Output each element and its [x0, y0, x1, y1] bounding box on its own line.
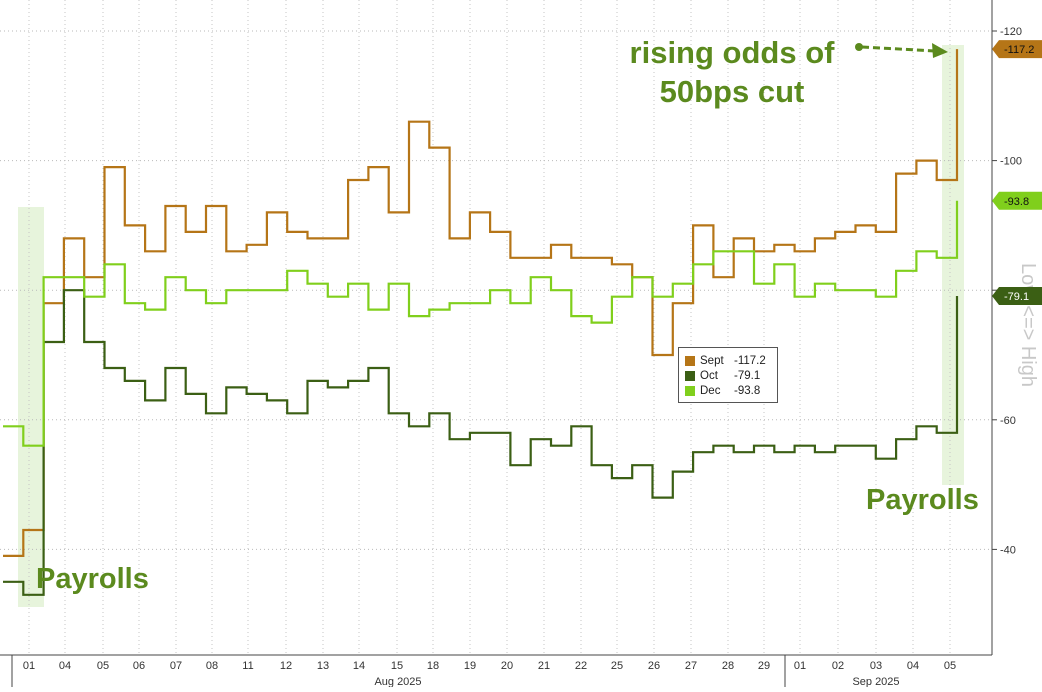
annotation-payrolls-sep: Payrolls	[866, 484, 979, 516]
annotation-50bps-cut: 50bps cut	[660, 74, 805, 109]
legend-swatch-sept	[685, 355, 695, 366]
last-value-tag-sept: -117.2	[992, 40, 1042, 59]
x-tick-label: 02	[832, 660, 844, 672]
y-axis-title: Low <=> High	[1017, 263, 1039, 387]
x-month-label-aug: Aug 2025	[374, 676, 421, 687]
series-line-oct	[3, 289, 959, 596]
legend-name-oct: Oct	[700, 369, 718, 382]
arrow-head	[932, 43, 948, 58]
x-tick-label: 04	[907, 660, 919, 672]
y-tick-label: -40	[1000, 544, 1016, 556]
arrow-start-dot	[855, 43, 863, 51]
x-tick-label: 13	[317, 660, 329, 672]
x-tick-label: 19	[464, 660, 476, 672]
x-tick-label: 08	[206, 660, 218, 672]
x-tick-label: 20	[501, 660, 513, 672]
x-tick-label: 14	[353, 660, 365, 672]
last-value-tag-bg	[992, 191, 1042, 210]
x-tick-label: 01	[23, 660, 35, 672]
legend-swatch-oct	[685, 370, 695, 381]
payrolls-band-sep	[942, 45, 964, 485]
annotation-payrolls-aug: Payrolls	[36, 563, 149, 595]
x-tick-label: 11	[242, 660, 253, 672]
legend-value-sept: -117.2	[734, 354, 766, 367]
x-tick-label: 07	[170, 660, 182, 672]
last-value-tag-bg	[992, 40, 1042, 59]
legend-entry-sept: Sept -117.2	[685, 353, 771, 368]
y-tick-label: -100	[1000, 156, 1022, 168]
legend-name-sept: Sept	[700, 354, 724, 367]
x-tick-label: 25	[611, 660, 623, 672]
x-tick-label: 05	[944, 660, 956, 672]
last-value-tag-dec: -93.8	[992, 191, 1042, 210]
annotation-rising-odds: rising odds of	[630, 35, 836, 70]
y-tick-label: -120	[1000, 26, 1022, 38]
last-value-tag-text: -93.8	[1004, 196, 1029, 208]
x-month-label-sep: Sep 2025	[852, 676, 899, 687]
series-line-sept	[3, 49, 959, 557]
payrolls-band-aug	[18, 207, 44, 607]
legend-value-oct: -79.1	[734, 369, 761, 382]
x-tick-label: 05	[97, 660, 109, 672]
series-line-dec	[3, 200, 959, 447]
legend-name-dec: Dec	[700, 384, 721, 397]
legend-entry-oct: Oct -79.1	[685, 368, 771, 383]
x-tick-label: 26	[648, 660, 660, 672]
x-tick-label: 01	[794, 660, 806, 672]
x-tick-label: 12	[280, 660, 292, 672]
last-value-tag-bg	[992, 287, 1042, 306]
x-tick-label: 06	[133, 660, 145, 672]
x-tick-label: 04	[59, 660, 71, 672]
x-tick-label: 29	[758, 660, 770, 672]
legend-swatch-dec	[685, 385, 695, 396]
y-tick-label: -60	[1000, 415, 1016, 427]
x-tick-label: 22	[575, 660, 587, 672]
x-tick-label: 03	[870, 660, 882, 672]
legend-value-dec: -93.8	[734, 384, 761, 397]
x-tick-label: 21	[538, 660, 550, 672]
last-value-tag-oct: -79.1	[992, 287, 1042, 306]
last-value-tag-text: -117.2	[1004, 44, 1034, 56]
x-tick-label: 15	[391, 660, 403, 672]
x-tick-label: 18	[427, 660, 439, 672]
x-tick-label: 28	[722, 660, 734, 672]
arrow-line	[861, 45, 936, 53]
legend-entry-dec: Dec -93.8	[685, 383, 771, 398]
x-tick-label: 27	[685, 660, 697, 672]
last-value-tag-text: -79.1	[1004, 291, 1029, 303]
legend: Sept -117.2 Oct -79.1 Dec -93.8	[678, 347, 778, 403]
